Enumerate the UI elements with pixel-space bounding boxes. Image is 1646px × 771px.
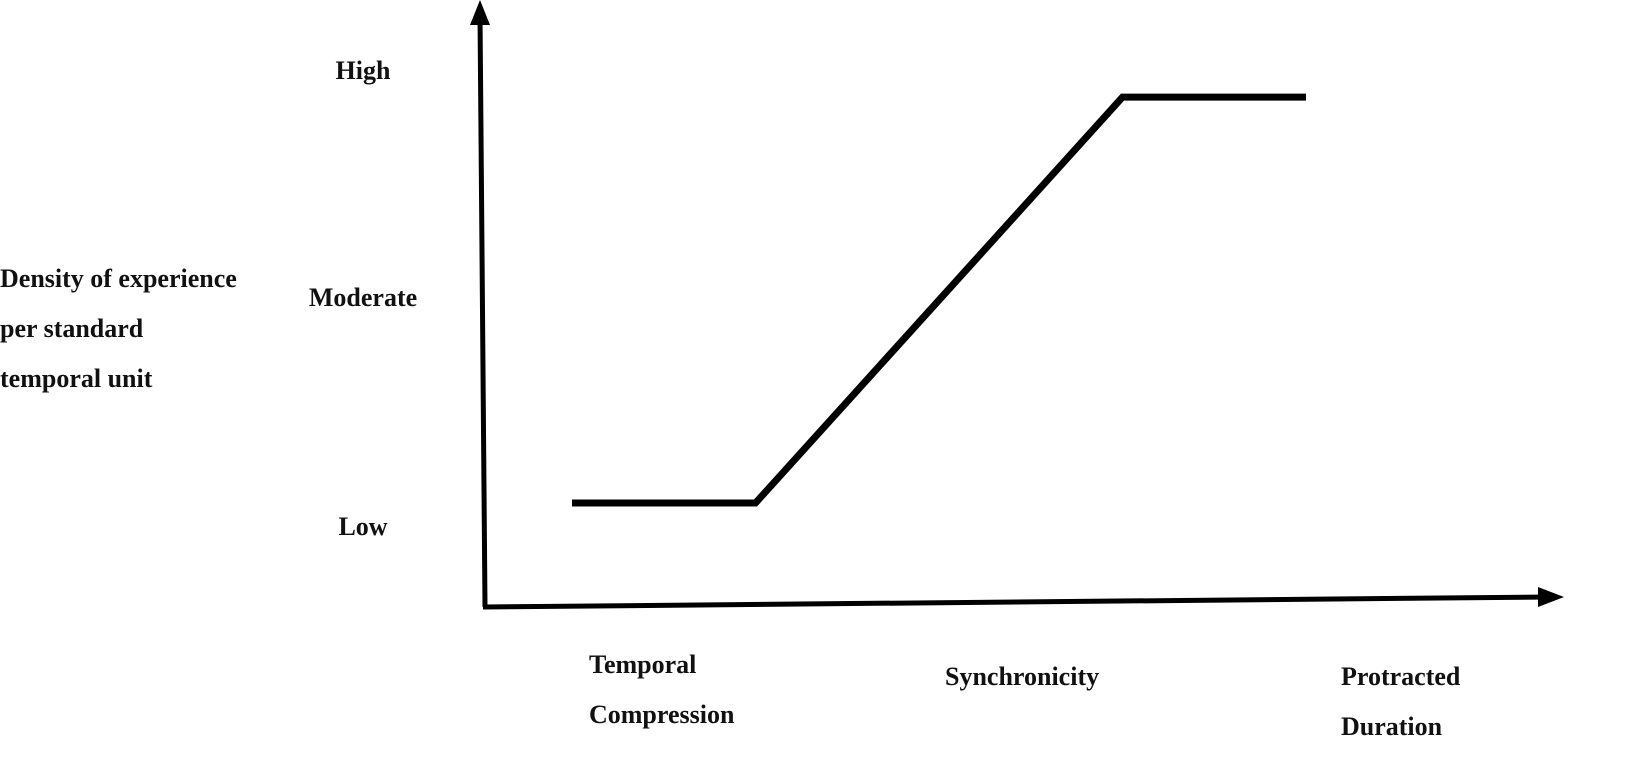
y-axis-label-line-1: Density of experience (0, 264, 237, 293)
series-layer (572, 93, 1306, 507)
x-tick-label-line: Compression (589, 700, 735, 729)
y-tick-label-low: Low (338, 512, 388, 541)
y-tick-label-high: High (335, 56, 391, 85)
x-tick-label-protracted-duration: Protracted Duration (1341, 652, 1460, 752)
y-axis-label: Density of experience per standard tempo… (0, 254, 237, 404)
x-tick-label-line: Protracted (1341, 662, 1461, 691)
y-axis-arrowhead (470, 0, 490, 25)
y-axis-line (477, 14, 488, 608)
x-tick-label-line: Temporal (589, 650, 697, 679)
x-axis-arrowhead (1538, 587, 1564, 607)
x-tick-label-synchronicity: Synchronicity (945, 652, 1099, 702)
x-axis-line (482, 594, 1551, 610)
x-tick-label-temporal-compression: Temporal Compression (589, 640, 734, 740)
x-tick-label-line: Synchronicity (945, 662, 1100, 691)
series-line-0 (572, 93, 1306, 507)
y-tick-label-moderate: Moderate (308, 283, 418, 312)
axes (470, 0, 1564, 610)
y-axis-label-line-3: temporal unit (0, 364, 153, 393)
x-tick-label-line: Duration (1341, 712, 1443, 741)
y-axis-label-line-2: per standard (0, 314, 144, 343)
